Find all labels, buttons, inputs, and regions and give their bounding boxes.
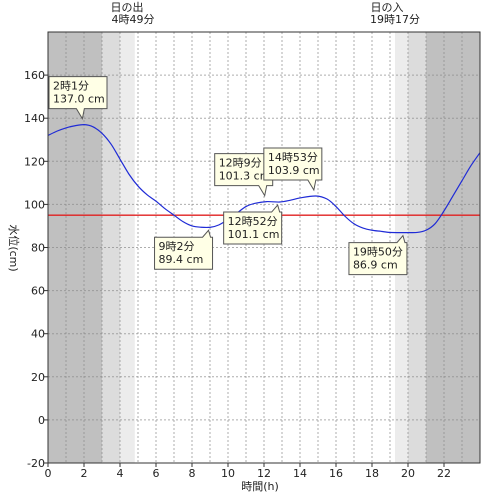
x-tick-label-10: 10: [221, 467, 235, 480]
y-tick-label-20: 20: [31, 371, 45, 384]
x-tick-label-2: 2: [81, 467, 88, 480]
annotation-value-5: 86.9 cm: [353, 259, 398, 272]
y-tick-label-60: 60: [31, 285, 45, 298]
y-tick-label-0: 0: [38, 414, 45, 427]
x-tick-label-0: 0: [45, 467, 52, 480]
y-tick-label-160: 160: [24, 69, 45, 82]
x-tick-label-6: 6: [153, 467, 160, 480]
y-tick-label-40: 40: [31, 328, 45, 341]
annotation-label-4: 14時53分: [268, 151, 318, 164]
annotation-value-0: 137.0 cm: [53, 93, 105, 106]
y-axis-ticks: -20 0 20 40 60 80 100 120 140 160: [24, 69, 48, 470]
x-tick-label-4: 4: [117, 467, 124, 480]
night-band-2: [120, 32, 135, 463]
y-tick-label-120: 120: [24, 155, 45, 168]
annotation-box-1: [154, 229, 214, 270]
night-band-1: [102, 32, 120, 463]
x-tick-label-22: 22: [437, 467, 451, 480]
x-tick-label-12: 12: [257, 467, 271, 480]
plot-frame: [47, 31, 481, 464]
y-tick-label-100: 100: [24, 198, 45, 211]
annotation-box-3: [223, 203, 283, 245]
annotation-label-2: 12時9分: [219, 157, 262, 170]
annotation-label-0: 2時1分: [53, 80, 89, 93]
sunrise-label: 日の出: [111, 0, 144, 14]
sunset-label: 日の入: [371, 1, 404, 14]
annotation-value-3: 101.1 cm: [228, 228, 280, 241]
sunrise-time: 4時49分: [112, 13, 155, 26]
y-tick-label-80: 80: [31, 242, 45, 255]
y-tick-label--20: -20: [27, 457, 45, 470]
x-tick-label-20: 20: [401, 467, 415, 480]
x-axis-title: 時間(h): [241, 480, 279, 493]
y-tick-label-140: 140: [24, 112, 45, 125]
annotation-box-4: [263, 147, 323, 192]
annotation-label-1: 9時2分: [159, 240, 195, 253]
x-axis-ticks: 0 2 4 6 8 10 12 14 16 18 20 22: [45, 463, 451, 480]
sunset-time: 19時17分: [370, 13, 420, 26]
annotation-value-2: 101.3 cm: [219, 170, 271, 183]
grid-lines: [48, 32, 480, 463]
annotation-box-5: [348, 234, 408, 276]
annotation-value-4: 103.9 cm: [268, 164, 320, 177]
annotation-box-0: [48, 76, 108, 121]
x-tick-label-16: 16: [329, 467, 343, 480]
annotation-label-5: 19時50分: [353, 246, 403, 259]
tide-line-0: [47, 124, 481, 234]
series-group: [47, 124, 481, 234]
x-tick-label-8: 8: [189, 467, 196, 480]
annotation-label-3: 12時52分: [228, 215, 278, 228]
annotation-value-1: 89.4 cm: [159, 253, 204, 266]
y-axis-title: 水位(cm): [7, 224, 21, 271]
x-tick-label-18: 18: [365, 467, 379, 480]
x-tick-label-14: 14: [293, 467, 307, 480]
